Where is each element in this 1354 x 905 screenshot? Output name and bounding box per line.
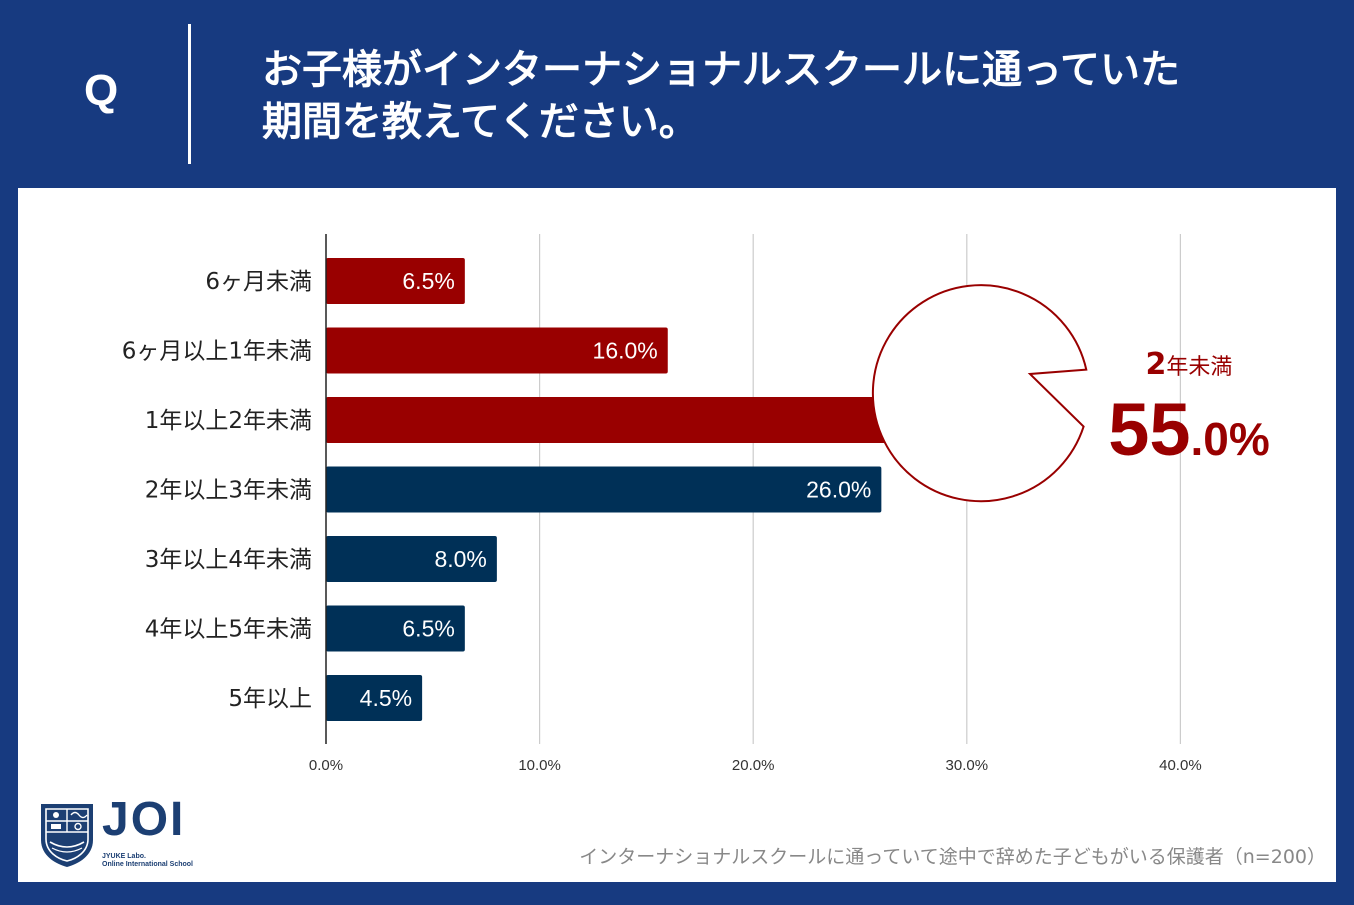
logo-subtitle-2: Online International School xyxy=(102,861,194,868)
callout-label: 2年未満 xyxy=(1146,347,1233,382)
sample-footnote: インターナショナルスクールに通っていて途中で辞めた子どもがいる保護者（n=200… xyxy=(579,846,1326,868)
category-label: 6ヶ月以上1年未満 xyxy=(122,339,312,365)
value-label: 8.0% xyxy=(434,546,486,572)
value-label: 16.0% xyxy=(593,338,658,364)
bar xyxy=(326,536,497,582)
x-tick-label: 10.0% xyxy=(518,757,561,774)
category-label: 6ヶ月未満 xyxy=(205,269,312,295)
joi-logo: JOI JYUKE Labo. Online International Sch… xyxy=(38,793,208,870)
bar xyxy=(326,605,465,652)
bar xyxy=(326,258,465,304)
bar xyxy=(326,675,423,721)
question-header: Q お子様がインターナショナルスクールに通っていた 期間を教えてください。 xyxy=(0,0,1354,188)
logo-text: JOI xyxy=(102,793,186,846)
callout-value-small: .0% xyxy=(1191,413,1270,465)
category-label: 3年以上4年未満 xyxy=(145,547,312,573)
bar xyxy=(326,397,1021,443)
header-divider xyxy=(188,24,191,164)
logo-subtitle-1: JYUKE Labo. xyxy=(102,853,146,860)
category-label: 1年以上2年未満 xyxy=(145,408,312,434)
value-label: 26.0% xyxy=(806,477,871,503)
question-line-2: 期間を教えてください。 xyxy=(262,99,699,145)
x-tick-label: 20.0% xyxy=(732,757,775,774)
value-label: 6.5% xyxy=(402,268,454,294)
value-label: 4.5% xyxy=(360,685,412,711)
bar xyxy=(326,466,882,513)
q-label: Q xyxy=(84,66,119,115)
callout-value: 55.0% xyxy=(1108,388,1270,471)
category-label: 5年以上 xyxy=(228,686,312,712)
category-label: 4年以上5年未満 xyxy=(145,617,312,643)
x-tick-label: 0.0% xyxy=(309,757,343,774)
category-label: 2年以上3年未満 xyxy=(145,478,312,504)
callout-label-number: 2 xyxy=(1146,347,1167,382)
chart-panel xyxy=(18,188,1336,882)
bar xyxy=(326,327,668,374)
question-title: お子様がインターナショナルスクールに通っていた 期間を教えてください。 xyxy=(262,44,1322,148)
school-crest-icon xyxy=(41,804,93,867)
value-label: 6.5% xyxy=(402,616,454,642)
callout-value-big: 55 xyxy=(1108,388,1190,471)
x-tick-label: 40.0% xyxy=(1159,757,1202,774)
callout-label-text: 年未満 xyxy=(1166,355,1232,380)
question-line-1: お子様がインターナショナルスクールに通っていた xyxy=(262,47,1180,93)
x-tick-label: 30.0% xyxy=(946,757,989,774)
callout-bubble xyxy=(871,284,1088,503)
